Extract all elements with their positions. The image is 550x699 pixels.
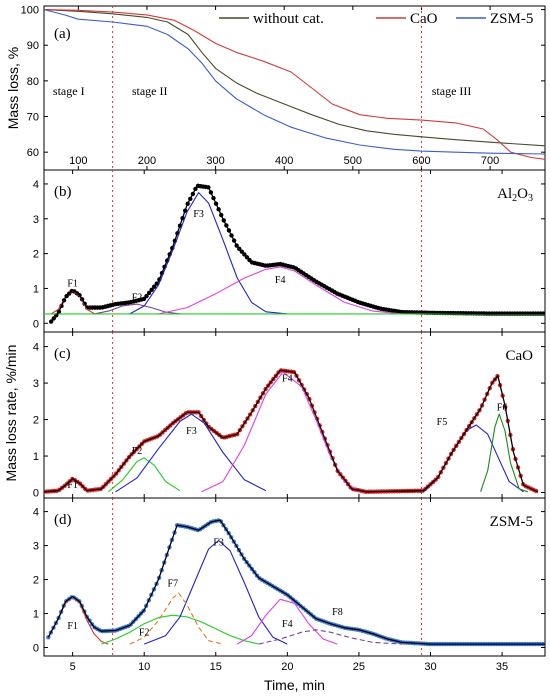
- stage-label: stage III: [432, 84, 472, 98]
- panel-c: 0 1 2 3 4 (c) CaO: [33, 331, 546, 500]
- panel-title: Al2O3: [497, 186, 533, 204]
- component-label: F2: [132, 293, 143, 304]
- x-tick-label: 100: [69, 155, 87, 167]
- y-tick-label: 3: [33, 214, 39, 226]
- x-tick-label: 5: [70, 661, 76, 673]
- stage-label: stage I: [53, 84, 85, 98]
- series-line-cao: [44, 9, 545, 160]
- legend-label: without cat.: [253, 11, 324, 27]
- component-label: F4: [282, 373, 293, 384]
- y-axis-title: Mass loss, %: [5, 47, 21, 129]
- y-tick-label: 2: [33, 415, 39, 427]
- series-line-f2: [101, 614, 259, 645]
- plot-area: [44, 9, 545, 160]
- y-tick-label: 3: [33, 378, 39, 390]
- series-line-f3: [115, 413, 267, 493]
- series-line-sum: [47, 519, 545, 645]
- y-tick-label: 1: [33, 609, 39, 621]
- plot-area: [44, 368, 539, 494]
- stage-label: stage II: [132, 84, 168, 98]
- y-tick-label: 70: [27, 112, 39, 124]
- legend: without cat. CaO ZSM-5: [219, 11, 533, 27]
- component-label: F1: [67, 621, 78, 632]
- component-label: F5: [437, 417, 448, 428]
- y-tick-label: 1: [33, 283, 39, 295]
- y-tick-label: 90: [27, 40, 39, 52]
- x-tick-label: 300: [206, 155, 224, 167]
- x-tick-label: 500: [344, 155, 362, 167]
- panel-title: ZSM-5: [490, 514, 533, 530]
- y-tick-label: 1: [33, 451, 39, 463]
- panel-label: (b): [54, 184, 72, 200]
- x-tick-label: 20: [281, 661, 293, 673]
- x-axis-title: Time, min: [264, 677, 325, 693]
- series-line-f8: [258, 629, 402, 645]
- plot-frame: [43, 497, 546, 657]
- component-label: F1: [67, 480, 78, 491]
- component-label: F6: [497, 402, 508, 413]
- y-tick-label: 100: [21, 5, 39, 17]
- y-tick-label: 80: [27, 76, 39, 88]
- series-line-zsm-5: [44, 9, 545, 155]
- y-tick-label: 60: [27, 147, 39, 159]
- x-tick-label: 35: [496, 661, 508, 673]
- series-line-f2: [108, 457, 181, 493]
- plot-area: [44, 183, 545, 324]
- legend-label: ZSM-5: [490, 11, 533, 27]
- component-label: F3: [186, 426, 197, 437]
- x-tick-label: 10: [138, 661, 150, 673]
- component-label: F2: [132, 446, 143, 457]
- panel-label: (d): [54, 512, 72, 528]
- y-tick-label: 3: [33, 541, 39, 553]
- series-line-without-cat-: [44, 9, 545, 147]
- y-tick-label: 0: [33, 318, 39, 330]
- legend-label: CaO: [410, 11, 438, 27]
- y-tick-label: 2: [33, 575, 39, 587]
- y-tick-label: 0: [33, 488, 39, 500]
- panel-b: 0 1 2 3 4 (b) Al2O3: [33, 169, 546, 333]
- series-line-sum: [50, 185, 545, 322]
- x-tick-label: 30: [424, 661, 436, 673]
- panel-d: 0 1 2 3 4 5 10 15 20 25 30 35 (d) ZSM-5: [33, 497, 546, 673]
- y-tick-label: 0: [33, 643, 39, 655]
- x-tick-label: 25: [353, 661, 365, 673]
- component-label: F3: [193, 209, 204, 220]
- series-line-f3: [129, 192, 288, 315]
- series-line-f3: [143, 539, 288, 645]
- y-axis-title: Mass loss rate, %/min: [3, 345, 19, 482]
- plot-frame: [43, 331, 546, 499]
- series-line-f6: [480, 413, 528, 493]
- series-line-f4: [201, 371, 360, 493]
- y-tick-label: 4: [33, 342, 39, 354]
- panel-title: CaO: [506, 348, 534, 364]
- component-label: F7: [168, 578, 179, 589]
- series-line-sum: [44, 369, 539, 493]
- series-line-f7: [129, 592, 224, 645]
- component-label: F3: [213, 538, 224, 549]
- x-tick-label: 200: [138, 155, 156, 167]
- y-tick-label: 2: [33, 249, 39, 261]
- series-line-f4: [158, 266, 402, 315]
- y-tick-label: 4: [33, 179, 39, 191]
- x-tick-label: 400: [275, 155, 293, 167]
- component-label: F4: [282, 619, 293, 630]
- component-label: F8: [332, 607, 343, 618]
- x-tick-label: 700: [481, 155, 499, 167]
- x-tick-label: 15: [210, 661, 222, 673]
- component-label: F4: [275, 275, 286, 286]
- series-line-f4: [236, 598, 338, 645]
- y-tick-label: 4: [33, 507, 39, 519]
- plot-area: [46, 518, 545, 647]
- component-label: F1: [67, 279, 78, 290]
- panel-label: (c): [54, 346, 71, 362]
- component-label: F2: [139, 628, 150, 639]
- panel-label: (a): [54, 26, 71, 42]
